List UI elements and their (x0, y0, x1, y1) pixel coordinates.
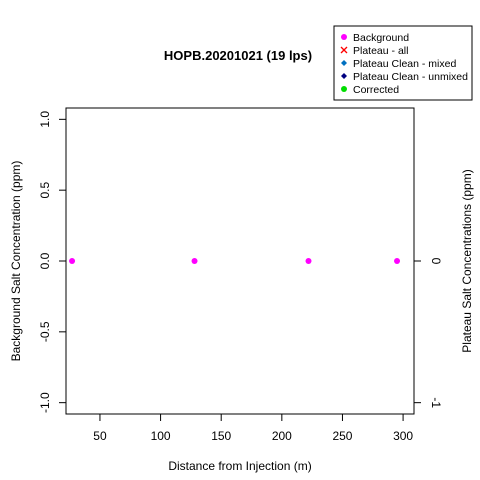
x-tick-label: 150 (211, 429, 231, 443)
plot-area (65, 107, 415, 415)
y-tick-label: 0.5 (38, 182, 52, 199)
legend-marker (340, 46, 348, 54)
legend-label: Plateau - all (353, 45, 408, 57)
y2-axis: -1 0 (413, 258, 443, 408)
y-tick-label: 0.0 (38, 252, 52, 269)
x-tick-label: 300 (393, 429, 413, 443)
background-series (69, 258, 401, 264)
x-axis: 50 100 150 200 250 300 (93, 413, 413, 443)
x-tick-label: 100 (151, 429, 171, 443)
legend-label: Corrected (353, 84, 399, 96)
y-tick-label: -1.0 (38, 392, 52, 413)
y2-tick-label: 0 (429, 258, 443, 265)
data-point (69, 258, 76, 264)
x-tick-label: 50 (93, 429, 107, 443)
x-tick-label: 200 (272, 429, 292, 443)
y-axis-label: Background Salt Concentration (ppm) (9, 161, 23, 362)
x-axis-label: Distance from Injection (m) (168, 459, 311, 473)
legend-label: Plateau Clean - mixed (353, 58, 456, 70)
chart-title: HOPB.20201021 (19 lps) (164, 48, 312, 63)
legend-marker (341, 86, 347, 92)
data-point (191, 258, 198, 264)
y-axis: -1.0 -0.5 0.0 0.5 1.0 (38, 111, 67, 413)
legend-label: Background (353, 32, 409, 44)
data-point (305, 258, 312, 264)
legend-marker (341, 73, 347, 79)
y-tick-label: -0.5 (38, 321, 52, 342)
x-tick-label: 250 (332, 429, 352, 443)
y2-axis-label: Plateau Salt Concentrations (ppm) (460, 169, 474, 352)
legend-marker (341, 60, 347, 66)
y2-tick-label: -1 (429, 397, 443, 408)
legend-label: Plateau Clean - unmixed (353, 71, 468, 83)
legend-marker (341, 34, 347, 40)
y-tick-label: 1.0 (38, 111, 52, 128)
legend-box (333, 25, 473, 101)
data-point (394, 258, 401, 264)
